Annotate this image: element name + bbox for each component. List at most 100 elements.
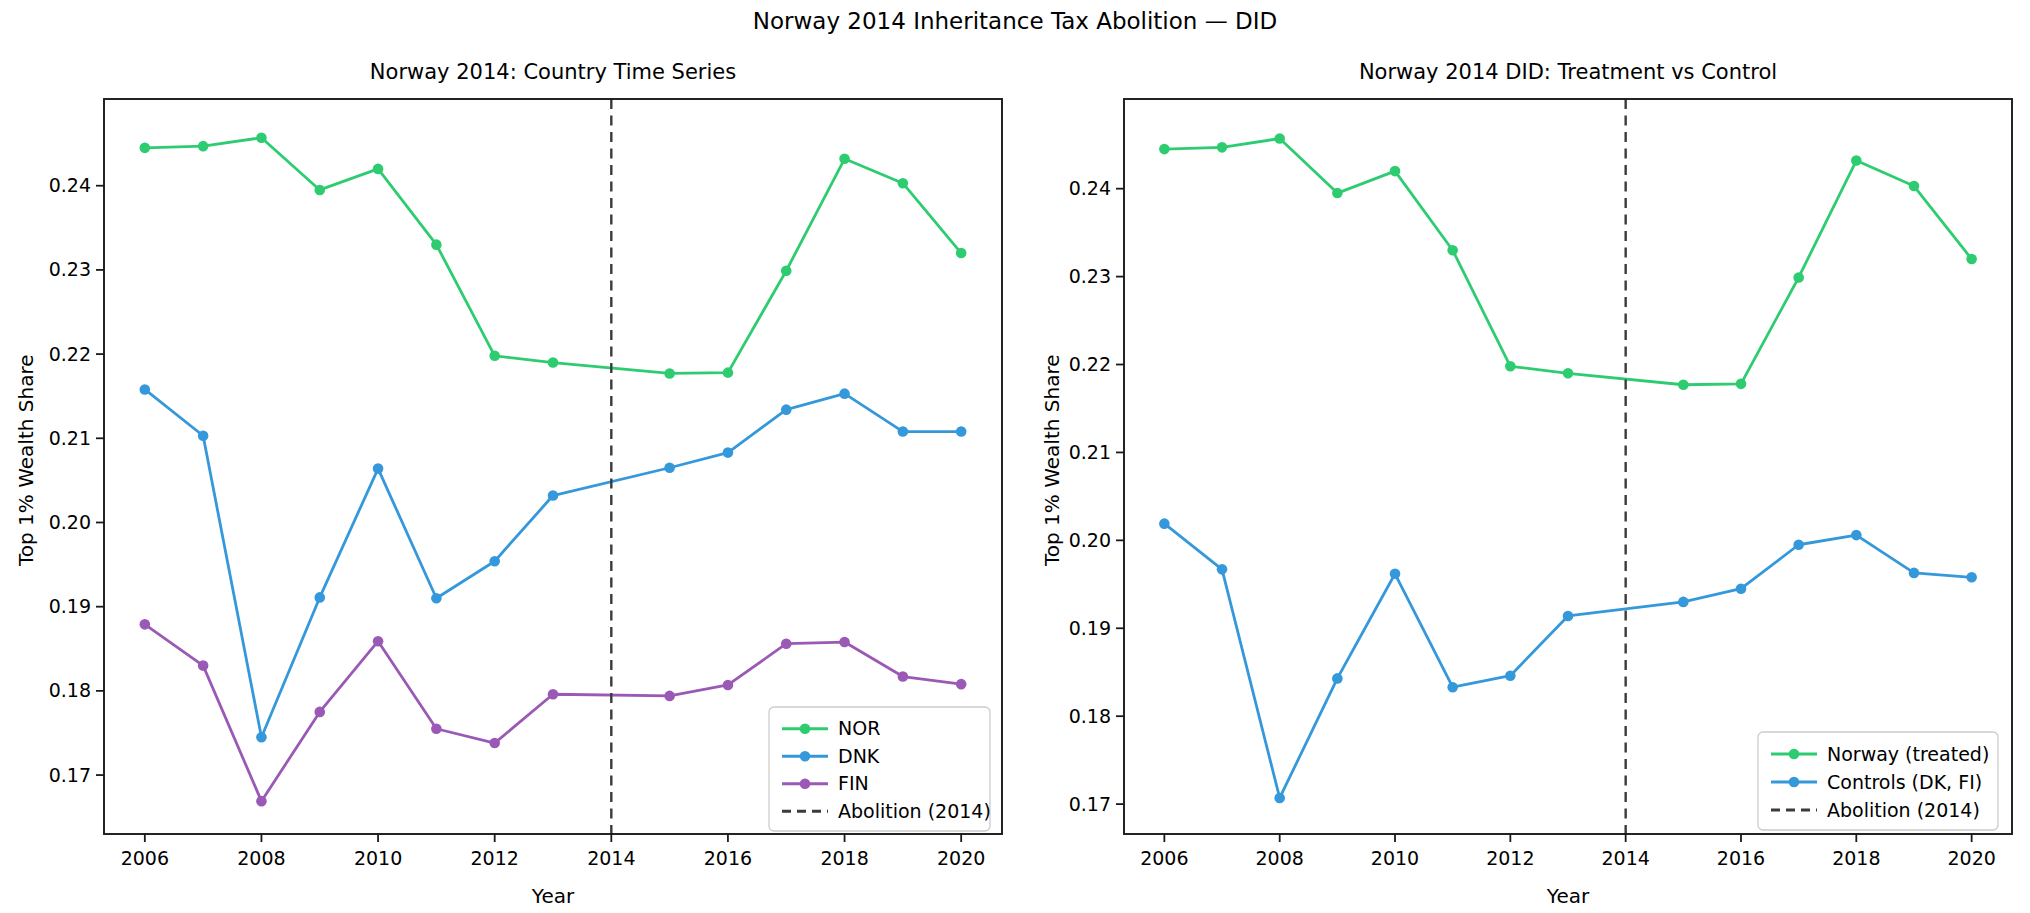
data-point-2009: [314, 707, 325, 718]
data-point-2020: [956, 248, 967, 259]
data-point-2008: [256, 796, 267, 807]
y-tick-label: 0.20: [1069, 529, 1111, 551]
data-point-2013: [1563, 611, 1574, 622]
data-point-2009: [1332, 188, 1343, 199]
data-point-2010: [373, 636, 384, 647]
series-dnk: [140, 384, 967, 742]
legend-sample-marker: [1789, 749, 1800, 760]
y-tick-label: 0.22: [1069, 353, 1111, 375]
data-point-2013: [548, 689, 559, 700]
y-tick-label: 0.20: [49, 511, 91, 533]
legend-item-label: DNK: [838, 745, 880, 767]
data-point-2010: [1390, 166, 1401, 177]
data-point-2011: [1447, 682, 1458, 693]
y-tick-label: 0.23: [49, 258, 91, 280]
x-tick-label: 2018: [1832, 847, 1880, 869]
series-nor: [140, 132, 967, 378]
legend-sample-marker: [800, 751, 811, 762]
data-point-2008: [256, 732, 267, 743]
data-point-2013: [548, 357, 559, 368]
legend-item-label: Abolition (2014): [838, 800, 991, 822]
data-point-2010: [1390, 568, 1401, 579]
legend-sample-marker: [800, 723, 811, 734]
data-point-2012: [1505, 670, 1516, 681]
data-point-2007: [198, 660, 209, 671]
data-point-2020: [956, 679, 967, 690]
data-point-2015: [664, 368, 675, 379]
legend-item-label: FIN: [838, 772, 869, 794]
x-tick-label: 2012: [1486, 847, 1534, 869]
data-point-2010: [373, 463, 384, 474]
data-point-2015: [664, 462, 675, 473]
data-point-2017: [1793, 272, 1804, 283]
x-tick-label: 2006: [121, 847, 169, 869]
legend-item-label: Abolition (2014): [1827, 799, 1980, 821]
data-point-2006: [140, 619, 151, 630]
data-point-2015: [1678, 597, 1689, 608]
x-tick-label: 2008: [1256, 847, 1304, 869]
data-point-2006: [1159, 518, 1170, 529]
y-tick-label: 0.19: [49, 595, 91, 617]
data-point-2018: [839, 637, 850, 648]
data-point-2006: [1159, 144, 1170, 155]
x-tick-label: 2010: [1371, 847, 1419, 869]
right-y-axis-label: Top 1% Wealth Share: [1040, 354, 1064, 566]
plot-frame: [1124, 99, 2012, 834]
y-tick-label: 0.17: [49, 764, 91, 786]
data-point-2008: [1274, 793, 1285, 804]
y-tick-label: 0.18: [49, 679, 91, 701]
legend: Norway (treated)Controls (DK, FI)Aboliti…: [1758, 732, 1998, 830]
figure-canvas: 200620082010201220142016201820200.170.18…: [0, 0, 2030, 913]
y-tick-label: 0.17: [1069, 793, 1111, 815]
data-point-2019: [1909, 181, 1920, 192]
right-chart: 200620082010201220142016201820200.170.18…: [1069, 99, 2012, 869]
legend-sample-marker: [800, 778, 811, 789]
data-point-2011: [431, 239, 442, 250]
y-tick-label: 0.24: [1069, 177, 1111, 199]
data-point-2013: [548, 490, 559, 501]
x-tick-label: 2010: [354, 847, 402, 869]
data-point-2018: [839, 388, 850, 399]
x-tick-label: 2014: [587, 847, 635, 869]
data-point-2017: [781, 638, 792, 649]
x-tick-label: 2020: [1947, 847, 1995, 869]
y-tick-label: 0.19: [1069, 617, 1111, 639]
data-point-2019: [1909, 568, 1920, 579]
data-point-2017: [781, 404, 792, 415]
data-point-2006: [140, 143, 151, 154]
data-point-2010: [373, 164, 384, 175]
data-point-2012: [489, 556, 500, 567]
data-point-2016: [723, 680, 734, 691]
data-point-2009: [314, 592, 325, 603]
data-point-2017: [781, 265, 792, 276]
y-tick-label: 0.21: [49, 427, 91, 449]
did-figure-svg: 200620082010201220142016201820200.170.18…: [0, 0, 2030, 913]
data-point-2020: [1966, 254, 1977, 265]
left-chart-title: Norway 2014: Country Time Series: [104, 60, 1002, 84]
data-point-2012: [489, 738, 500, 749]
x-tick-label: 2012: [471, 847, 519, 869]
data-point-2008: [1274, 133, 1285, 144]
data-point-2008: [256, 132, 267, 143]
data-point-2013: [1563, 368, 1574, 379]
y-tick-label: 0.21: [1069, 441, 1111, 463]
data-point-2016: [1736, 583, 1747, 594]
data-point-2019: [898, 178, 909, 189]
data-point-2020: [956, 426, 967, 437]
data-point-2016: [723, 367, 734, 378]
data-point-2016: [723, 447, 734, 458]
figure-suptitle: Norway 2014 Inheritance Tax Abolition — …: [0, 8, 2030, 34]
data-point-2017: [1793, 539, 1804, 550]
legend-sample-marker: [1789, 777, 1800, 788]
x-tick-label: 2014: [1601, 847, 1649, 869]
data-point-2011: [431, 723, 442, 734]
data-point-2015: [1678, 379, 1689, 390]
series-norway-treated: [1159, 133, 1977, 390]
y-tick-label: 0.18: [1069, 705, 1111, 727]
data-point-2012: [489, 350, 500, 361]
data-point-2018: [1851, 530, 1862, 541]
data-point-2011: [431, 593, 442, 604]
x-tick-label: 2006: [1140, 847, 1188, 869]
data-point-2011: [1447, 245, 1458, 256]
data-point-2019: [898, 426, 909, 437]
